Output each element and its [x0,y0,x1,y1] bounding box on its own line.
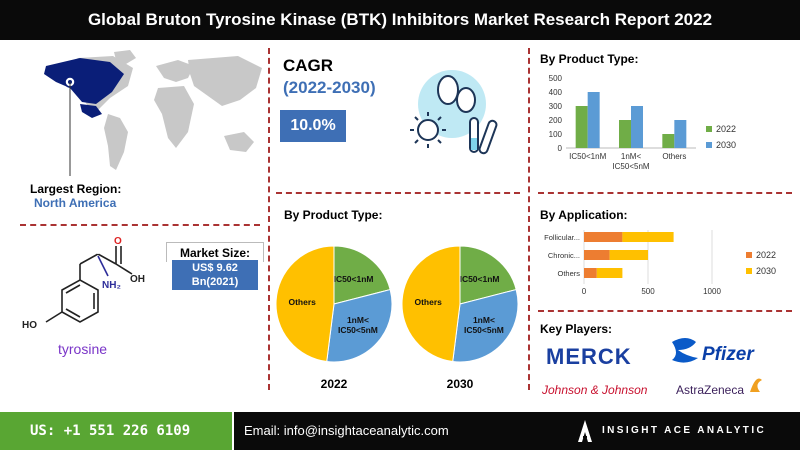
hbar-2030-2 [596,268,623,278]
x-tick-label-2: 1000 [703,287,721,296]
bar-2030-0 [587,92,600,148]
bar-2030-1 [631,106,643,148]
brand-text: INSIGHT ACE ANALYTIC [602,425,767,436]
pfizer-icon [672,338,698,363]
pie-2030-label-2-0: Others [414,297,442,307]
hbar-2030-0 [622,232,674,242]
divider-center [276,192,520,194]
virus-lab-icon [410,70,498,155]
legend-label-2022: 2022 [716,124,736,134]
largest-region-label: Largest Region: [30,182,122,196]
application-bar-chart: 0 500 1000 Follicular... Chronic... Others 202… [544,230,776,296]
world-map [44,50,262,176]
pie-2022-slice-1 [326,288,393,363]
bar-2022-2 [662,134,675,148]
legend-swatch-2030 [706,142,712,148]
market-size-value: US$ 9.62 Bn(2021) [172,260,258,290]
divider-right-2 [538,310,792,312]
key-players-title: Key Players: [540,322,613,336]
divider-right [528,48,530,390]
cagr-years: (2022-2030) [283,78,376,97]
y-tick-label-0: 0 [558,144,563,153]
hbar-2022-0 [584,232,623,242]
pie-2030-slice-2 [401,245,461,363]
pfizer-logo: Pfizer [702,344,755,365]
oxygen-label: O [114,236,122,247]
x-tick-label-0: 0 [582,287,587,296]
market-size-label: Market Size: [166,242,264,262]
pie-2030-label-1-0: 1nM< [473,315,495,325]
ho-label: HO [22,320,37,331]
hbar-section-title: By Application: [540,208,628,222]
y-tick-label-2: 200 [549,116,563,125]
bar-2022-1 [619,120,631,148]
x-tick-label-1-1: IC50<5nM [612,162,649,171]
nh2-label: NH₂ [102,280,121,291]
legend-label-2022: 2022 [756,250,776,260]
x-tick-label-1-0: 1nM< [621,152,642,161]
report-title: Global Bruton Tyrosine Kinase (BTK) Inhi… [0,0,800,40]
footer-phone[interactable]: US: +1 551 226 6109 [0,412,232,450]
cagr-title: CAGR [283,56,334,75]
hbar-2022-1 [584,250,610,260]
pie-title-2030: 2030 [447,377,474,391]
pie-2022-slice-0 [333,245,391,305]
oh-label: OH [130,274,145,285]
jnj-logo: Johnson & Johnson [541,383,648,397]
market-size-year: Bn(2021) [191,276,239,288]
legend-label-2030: 2030 [716,140,736,150]
brand-logo-icon [578,420,592,442]
pie-2022-label-2-0: Others [288,297,316,307]
pie-2030-slice-0 [459,245,517,305]
molecule-name: tyrosine [58,341,107,357]
footer-email[interactable]: Email: info@insightaceanalytic.com [234,412,566,450]
hbar-2022-2 [584,268,597,278]
y-tick-label-0: Follicular... [544,233,580,242]
key-player-logos: MERCK Pfizer Johnson & Johnson AstraZene… [541,338,762,397]
y-tick-label-5: 500 [549,74,563,83]
hbar-2030-1 [609,250,648,260]
x-tick-label-2-0: Others [662,152,686,161]
market-size-amount: US$ 9.62 [192,262,238,274]
y-tick-label-4: 400 [549,88,563,97]
pie-2022-label-1-0: 1nM< [347,315,369,325]
pie-section-title: By Product Type: [284,208,383,222]
divider-right-1 [538,192,792,194]
pie-2030-label-0-0: IC50<1nM [460,274,500,284]
pie-2022-label-0-0: IC50<1nM [334,274,374,284]
legend-swatch-2022 [746,252,752,258]
pie-2022-label-1-1: IC50<5nM [338,325,378,335]
legend-swatch-2022 [706,126,712,132]
tyrosine-molecule: O OH NH₂ HO tyrosine [22,236,145,357]
bar-section-title: By Product Type: [540,52,639,66]
x-tick-label-0-0: IC50<1nM [569,152,606,161]
pie-title-2022: 2022 [321,377,348,391]
pie-2030-label-1-1: IC50<5nM [464,325,504,335]
legend-label-2030: 2030 [756,266,776,276]
bar-2022-0 [575,106,588,148]
y-tick-label-1: Chronic... [548,251,580,260]
y-tick-label-3: 300 [549,102,563,111]
y-tick-label-1: 100 [549,130,563,139]
footer-brand: INSIGHT ACE ANALYTIC [566,412,800,450]
x-tick-label-1: 500 [641,287,655,296]
merck-logo: MERCK [546,344,632,369]
cagr-value: 10.0% [280,110,346,142]
largest-region-value: North America [34,196,117,210]
y-tick-label-2: Others [557,269,580,278]
astrazeneca-logo: AstraZeneca [676,383,744,397]
product-type-bar-chart: 0 100 200 300 400 500 IC50<1nM 1nM<IC50<5nM Othe… [549,74,736,171]
pie-charts: IC50<1nM1nM<IC50<5nMOthers2022IC50<1nM1n… [275,245,519,391]
bar-2030-2 [674,120,687,148]
astrazeneca-icon [750,378,762,392]
pie-2022-slice-2 [275,245,335,363]
legend-swatch-2030 [746,268,752,274]
divider-left-1 [20,224,260,226]
pie-2030-slice-1 [452,288,519,363]
divider-left [268,48,270,390]
